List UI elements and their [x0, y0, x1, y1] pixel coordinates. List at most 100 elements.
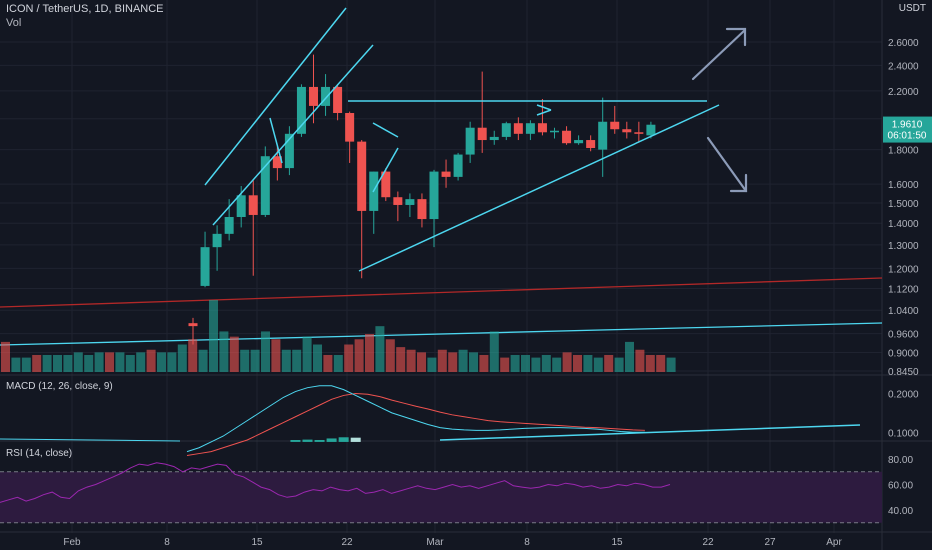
volume-bar: [521, 354, 530, 372]
volume-bar: [344, 344, 354, 372]
macd-histogram-bar: [290, 440, 301, 442]
rsi-tick-label: 80.00: [888, 455, 913, 466]
candle-body: [212, 233, 222, 248]
volume-bar: [552, 357, 562, 372]
volume-trend-line: [0, 322, 883, 346]
candle-body: [489, 136, 499, 141]
candle-body: [537, 123, 547, 133]
price-tick-label: 1.1200: [888, 285, 919, 296]
candlesticks: [188, 54, 656, 345]
candle-body: [622, 129, 632, 133]
axes: 2.6000 2.4000 2.2000 1.8000 1.6000 1.5000 1.40…: [63, 38, 932, 548]
candle-body: [465, 127, 475, 155]
macd-tick-label: 0.2000: [888, 390, 919, 401]
channel-segment-line: [269, 117, 283, 164]
candle-body: [321, 86, 331, 106]
candle-body: [598, 121, 608, 150]
volume-bar: [541, 354, 551, 372]
pointer-line-2: [536, 109, 552, 116]
candle-body: [236, 195, 246, 218]
rsi-label: RSI (14, close): [6, 448, 73, 459]
macd-histogram-bar: [350, 437, 361, 442]
volume-bar: [375, 326, 385, 372]
rsi-pane: [0, 462, 882, 524]
rsi-tick-label: 40.00: [888, 506, 913, 517]
volume-bar: [271, 339, 281, 372]
volume-bar: [604, 354, 614, 372]
candle-body: [513, 123, 523, 134]
breakdown-down-arrow-head: [729, 173, 748, 193]
volume-bar: [177, 344, 187, 372]
macd-trend-line: [439, 424, 861, 441]
volume-bars: [1, 300, 676, 372]
candle-body: [441, 171, 451, 177]
volume-bar: [458, 349, 468, 372]
candle-body: [634, 132, 644, 134]
volume-bar: [53, 354, 62, 372]
macd-pane: [0, 385, 861, 456]
price-tick-label: 1.0400: [888, 306, 919, 317]
candle-body: [477, 127, 487, 141]
candle-body: [248, 195, 258, 215]
volume-bar: [261, 331, 270, 372]
candle-body: [345, 113, 355, 142]
volume-bar: [240, 349, 250, 372]
price-tick-label: 1.8000: [888, 146, 919, 157]
currency-label: USDT: [898, 3, 926, 14]
candle-body: [562, 130, 572, 144]
candle-body: [501, 123, 511, 137]
volume-bar: [500, 357, 510, 372]
volume-bar: [365, 334, 374, 372]
volume-bar: [573, 354, 582, 372]
volume-bar: [313, 344, 322, 372]
macd-zero-line: [0, 438, 181, 442]
candle-body: [610, 121, 620, 130]
macd-signal-line: [186, 392, 645, 456]
volume-bar: [593, 357, 603, 372]
volume-bar: [323, 354, 333, 372]
candle-body: [550, 130, 559, 133]
flag-line-1: [372, 122, 399, 138]
macd-line: [186, 385, 645, 453]
price-tick-label: 1.5000: [888, 199, 919, 210]
volume-bar: [281, 349, 291, 372]
volume-bar: [229, 336, 239, 372]
volume-bar: [94, 352, 104, 372]
volume-bar: [583, 354, 593, 372]
volume-bar: [73, 352, 83, 372]
candle-body: [309, 86, 318, 106]
price-tick-label: 2.6000: [888, 38, 919, 49]
volume-bar: [209, 300, 218, 372]
volume-bar: [32, 354, 42, 372]
volume-bar: [666, 357, 676, 372]
macd-histogram-bar: [326, 438, 337, 442]
pointer-line-1: [536, 104, 552, 111]
candle-body: [381, 171, 391, 198]
time-tick-label: 22: [702, 537, 714, 548]
volume-bar: [250, 349, 260, 372]
volume-bar: [625, 341, 634, 372]
volume-bar: [354, 339, 364, 372]
volume-bar: [292, 349, 302, 372]
volume-bar: [510, 354, 520, 372]
candle-body: [453, 154, 463, 177]
candle-body: [284, 133, 294, 169]
macd-label: MACD (12, 26, close, 9): [6, 381, 113, 392]
candle-body: [357, 141, 367, 211]
volume-bar: [396, 347, 406, 372]
macd-histogram-bar: [302, 439, 313, 442]
price-tick-label: 1.2000: [888, 264, 919, 275]
candle-body: [574, 140, 584, 144]
trend-drawings: [204, 7, 748, 272]
volume-bar: [1, 341, 10, 372]
volume-bar: [42, 354, 52, 372]
candle-body: [260, 156, 270, 215]
time-tick-label: 27: [764, 537, 776, 548]
candle-body: [296, 86, 306, 134]
volume-bar: [157, 352, 166, 372]
flag-line-2: [372, 147, 399, 193]
volume-bar: [479, 354, 489, 372]
candle-body: [646, 124, 656, 136]
price-tick-label: 2.2000: [888, 87, 919, 98]
